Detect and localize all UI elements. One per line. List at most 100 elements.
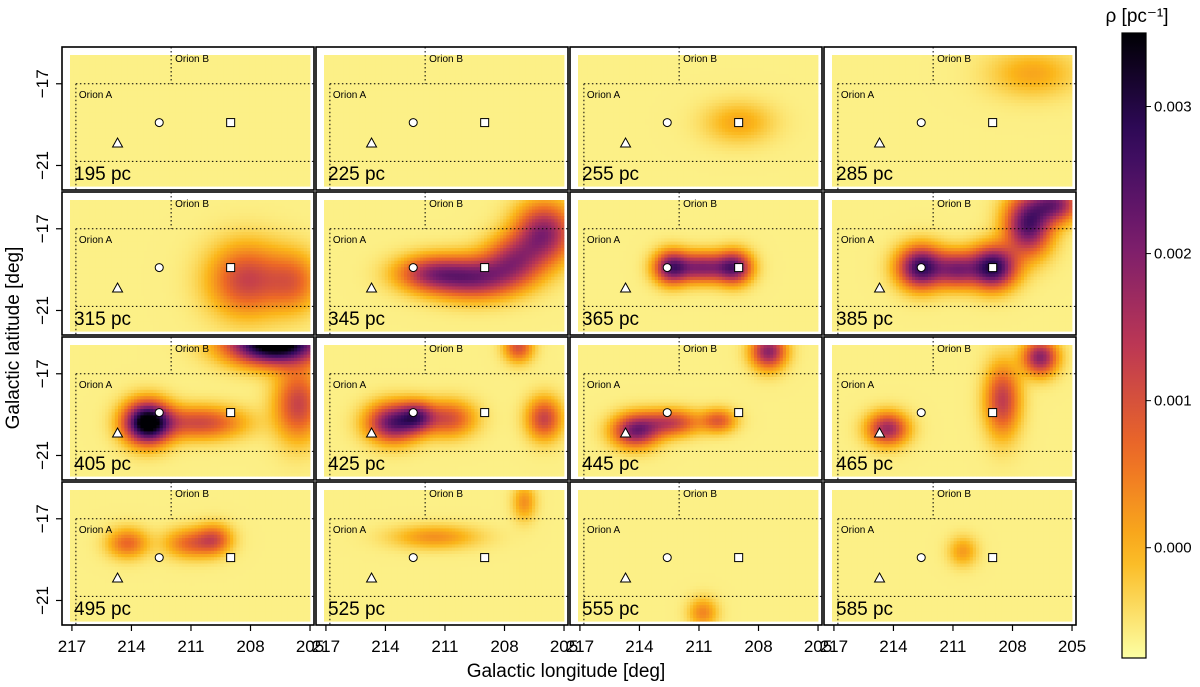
x-tick-label: 208 bbox=[998, 637, 1026, 656]
y-tick-label: −17 bbox=[33, 359, 52, 388]
x-axis-title: Galactic longitude [deg] bbox=[467, 661, 666, 682]
distance-label: 585 pc bbox=[836, 599, 893, 620]
x-tick-label: 208 bbox=[744, 637, 772, 656]
region-label-orion-a: Orion A bbox=[841, 90, 875, 101]
colorbar-tick-label: 0.001 bbox=[1154, 393, 1192, 410]
panel-195-pc: Orion B Orion A 195 pc bbox=[62, 47, 314, 190]
region-label-orion-b: Orion B bbox=[683, 344, 717, 355]
region-label-orion-a: Orion A bbox=[333, 380, 367, 391]
y-tick-label: −21 bbox=[33, 296, 52, 325]
region-label-orion-b: Orion B bbox=[429, 344, 463, 355]
square-marker bbox=[735, 264, 743, 272]
distance-label: 555 pc bbox=[582, 599, 639, 620]
region-label-orion-a: Orion A bbox=[841, 235, 875, 246]
distance-label: 495 pc bbox=[74, 599, 131, 620]
distance-label: 405 pc bbox=[74, 454, 131, 475]
region-label-orion-a: Orion A bbox=[841, 525, 875, 536]
y-tick-label: −17 bbox=[33, 69, 52, 98]
region-label-orion-b: Orion B bbox=[175, 54, 209, 65]
region-label-orion-a: Orion A bbox=[79, 90, 113, 101]
circle-marker bbox=[917, 119, 925, 127]
circle-marker bbox=[155, 264, 163, 272]
region-label-orion-a: Orion A bbox=[333, 90, 367, 101]
region-label-orion-a: Orion A bbox=[79, 525, 113, 536]
circle-marker bbox=[409, 554, 417, 562]
square-marker bbox=[227, 409, 235, 417]
region-label-orion-b: Orion B bbox=[937, 199, 971, 210]
x-tick-label: 208 bbox=[490, 637, 518, 656]
region-label-orion-b: Orion B bbox=[937, 344, 971, 355]
circle-marker bbox=[917, 554, 925, 562]
distance-label: 385 pc bbox=[836, 309, 893, 330]
region-label-orion-a: Orion A bbox=[79, 235, 113, 246]
x-tick-label: 217 bbox=[58, 637, 86, 656]
region-label-orion-a: Orion A bbox=[587, 235, 621, 246]
x-tick-label: 208 bbox=[236, 637, 264, 656]
square-marker bbox=[989, 264, 997, 272]
distance-label: 195 pc bbox=[74, 164, 131, 185]
panel-555-pc: Orion B Orion A 555 pc bbox=[570, 482, 822, 625]
distance-label: 285 pc bbox=[836, 164, 893, 185]
region-label-orion-b: Orion B bbox=[175, 199, 209, 210]
x-tick-label: 211 bbox=[939, 637, 966, 656]
colorbar-tick-label: 0.000 bbox=[1154, 540, 1192, 557]
region-label-orion-a: Orion A bbox=[587, 380, 621, 391]
circle-marker bbox=[917, 264, 925, 272]
distance-label: 345 pc bbox=[328, 309, 385, 330]
square-marker bbox=[735, 409, 743, 417]
y-tick-label: −21 bbox=[33, 441, 52, 470]
y-tick-label: −21 bbox=[33, 151, 52, 180]
square-marker bbox=[481, 554, 489, 562]
x-tick-label: 214 bbox=[625, 637, 653, 656]
region-label-orion-a: Orion A bbox=[587, 525, 621, 536]
circle-marker bbox=[917, 409, 925, 417]
region-label-orion-b: Orion B bbox=[175, 344, 209, 355]
region-label-orion-a: Orion A bbox=[333, 235, 367, 246]
region-label-orion-a: Orion A bbox=[79, 380, 113, 391]
region-label-orion-a: Orion A bbox=[587, 90, 621, 101]
distance-label: 465 pc bbox=[836, 454, 893, 475]
circle-marker bbox=[663, 409, 671, 417]
region-label-orion-b: Orion B bbox=[937, 54, 971, 65]
square-marker bbox=[989, 554, 997, 562]
colorbar-tick-label: 0.003 bbox=[1154, 99, 1192, 116]
circle-marker bbox=[155, 554, 163, 562]
circle-marker bbox=[663, 264, 671, 272]
distance-label: 445 pc bbox=[582, 454, 639, 475]
region-label-orion-b: Orion B bbox=[683, 489, 717, 500]
circle-marker bbox=[663, 119, 671, 127]
x-tick-label: 217 bbox=[820, 637, 848, 656]
x-tick-label: 217 bbox=[312, 637, 340, 656]
y-tick-label: −21 bbox=[33, 586, 52, 615]
colorbar-title: ρ [pc⁻¹] bbox=[1105, 6, 1168, 27]
panel-285-pc: Orion B Orion A 285 pc bbox=[824, 47, 1076, 190]
square-marker bbox=[989, 119, 997, 127]
x-tick-label: 217 bbox=[566, 637, 594, 656]
square-marker bbox=[481, 409, 489, 417]
x-tick-label: 214 bbox=[117, 637, 145, 656]
square-marker bbox=[735, 554, 743, 562]
region-label-orion-b: Orion B bbox=[937, 489, 971, 500]
y-tick-label: −17 bbox=[33, 214, 52, 243]
region-label-orion-b: Orion B bbox=[683, 54, 717, 65]
square-marker bbox=[481, 119, 489, 127]
square-marker bbox=[481, 264, 489, 272]
distance-label: 525 pc bbox=[328, 599, 385, 620]
x-tick-label: 211 bbox=[177, 637, 204, 656]
distance-label: 425 pc bbox=[328, 454, 385, 475]
square-marker bbox=[227, 264, 235, 272]
square-marker bbox=[989, 409, 997, 417]
circle-marker bbox=[409, 264, 417, 272]
circle-marker bbox=[409, 119, 417, 127]
square-marker bbox=[227, 554, 235, 562]
circle-marker bbox=[155, 119, 163, 127]
x-tick-label: 214 bbox=[879, 637, 907, 656]
region-label-orion-b: Orion B bbox=[683, 199, 717, 210]
